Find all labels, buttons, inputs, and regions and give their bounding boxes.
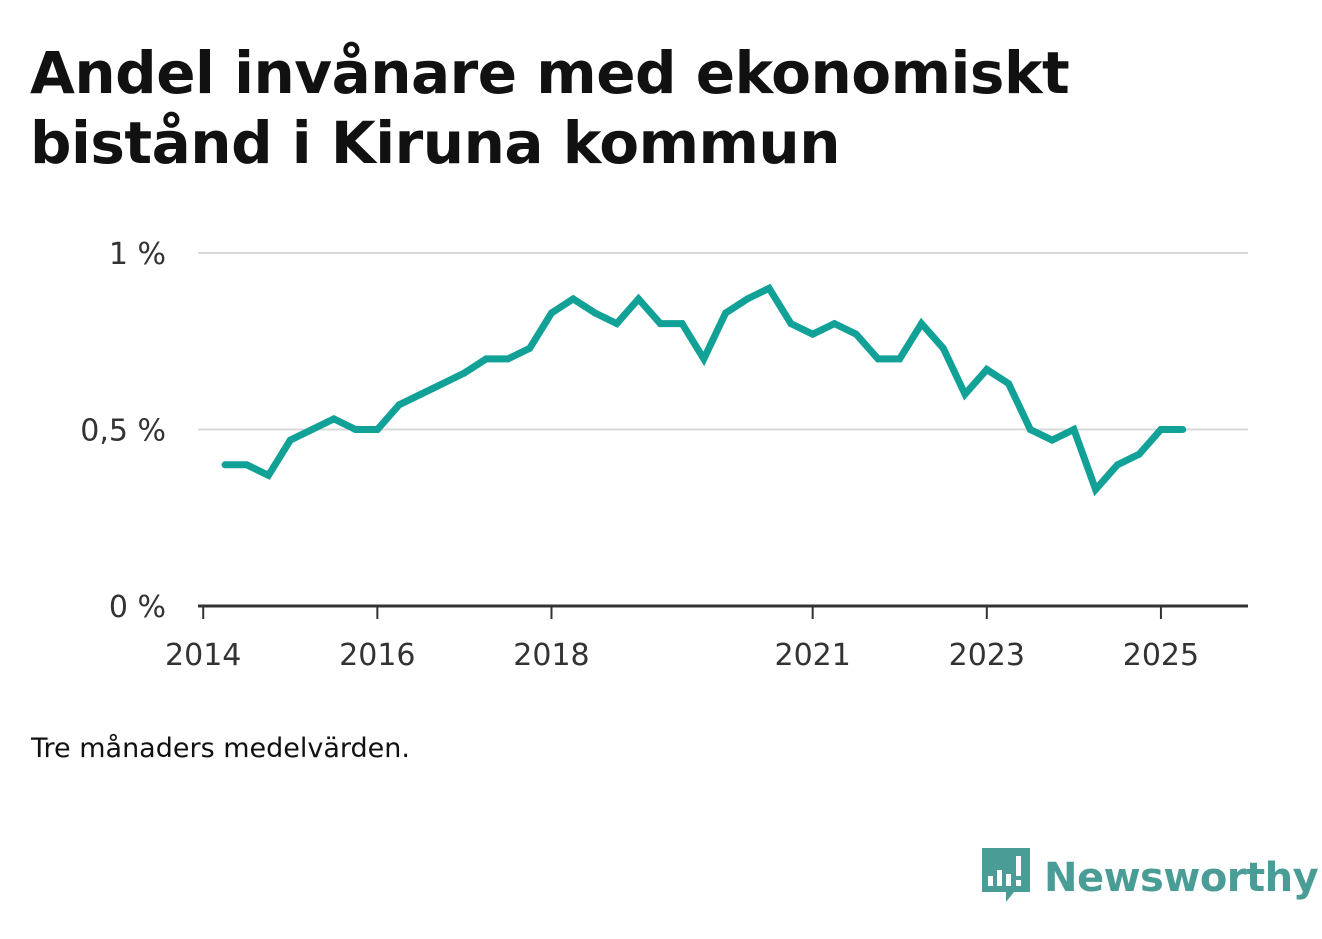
series-point [700,355,708,363]
chart-title: Andel invånare med ekonomiskt bistånd i K… [30,38,1230,178]
series-point [830,320,838,328]
series-line [225,283,1183,497]
series-point [787,320,795,328]
series-point [765,284,773,292]
series-point [330,415,338,423]
series-point [722,309,730,317]
series-point [809,330,817,338]
series-point [373,426,381,433]
series-point [221,461,229,469]
x-tick-label: 2016 [339,638,415,673]
y-axis-tick-labels: 0 % 0,5 % 1 % [80,237,166,625]
series-group [221,283,1187,497]
series-point [1048,436,1056,444]
series-point [852,330,860,338]
y-tick-label: 0 % [109,590,166,625]
series-point [417,390,425,398]
line-chart: 0 % 0,5 % 1 % 2014 2016 2018 2021 2023 2025 [80,237,1248,673]
x-tick-label: 2025 [1123,638,1199,673]
series-point [961,390,969,398]
chart-note: Tre månaders medelvärden. [31,733,410,764]
series-point [526,344,534,352]
series-point [743,295,751,303]
brand-logo-group: Newsworthy [980,846,1319,910]
series-point [939,344,947,352]
series-point [918,320,925,328]
series-point [286,436,294,444]
series-point [548,309,555,317]
brand-name: Newsworthy [1044,855,1319,901]
series-point [308,426,316,433]
x-tick-label: 2023 [949,638,1025,673]
series-point [983,366,991,373]
x-tick-label: 2018 [513,638,589,673]
series-point [591,309,599,317]
series-point [678,320,686,328]
series-point [482,355,490,363]
gridlines [198,252,1248,431]
series-point [1092,486,1100,493]
chart-title-line1: Andel invånare med ekonomiskt [30,39,1070,107]
x-tick-label: 2021 [774,638,850,673]
series-point [439,380,447,388]
series-point [1005,380,1013,388]
series-point [874,355,882,363]
x-axis [198,604,1248,619]
chart-title-line2: bistånd i Kiruna kommun [30,109,841,177]
series-point [265,471,272,479]
x-axis-tick-labels: 2014 2016 2018 2021 2023 2025 [165,638,1199,673]
series-point [613,320,621,328]
series-point [656,320,664,328]
series-point [1026,426,1034,433]
series-point [1070,426,1078,433]
y-tick-label: 1 % [109,237,166,272]
series-point [1179,426,1187,433]
series-point [460,369,468,377]
series-point [243,461,251,469]
series-point [1135,450,1143,458]
series-point [896,355,904,363]
series-point [504,355,512,363]
series-point [352,426,360,433]
x-tick-label: 2014 [165,638,241,673]
series-point [395,401,403,409]
series-point [1113,461,1121,469]
series-point [1157,426,1165,433]
y-tick-label: 0,5 % [80,414,166,449]
series-point [569,295,577,303]
newsworthy-logo-icon [982,848,1030,902]
series-point [635,295,642,303]
